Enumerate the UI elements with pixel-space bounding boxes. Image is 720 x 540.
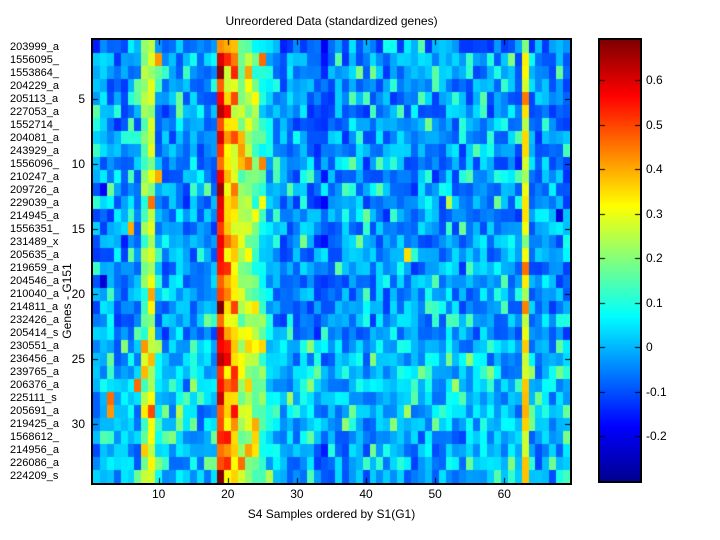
row-label: 205691_a [10, 405, 59, 418]
row-label: 239765_a [10, 366, 59, 379]
y-tick-label: 15 [71, 221, 85, 236]
x-tick-label: 40 [359, 487, 373, 501]
row-label: 214956_a [10, 444, 59, 457]
colorbar-tick-label: 0.2 [646, 251, 663, 266]
y-tick-label: 30 [71, 417, 85, 432]
row-label: 1552714_ [10, 118, 59, 131]
row-label: 1556351_ [10, 222, 59, 235]
row-label: 1556095_ [10, 53, 59, 66]
row-label: 1568612_ [10, 431, 59, 444]
row-label: 205414_s [10, 327, 59, 340]
x-tick-label: 30 [290, 487, 304, 501]
colorbar-canvas [600, 40, 640, 481]
row-label: 219659_a [10, 262, 59, 274]
row-label: 226086_a [10, 457, 59, 470]
colorbar [598, 38, 642, 483]
row-label: 205635_a [10, 248, 59, 261]
row-label: 1556096_ [10, 157, 59, 170]
colorbar-tick-label: 0.1 [646, 295, 663, 310]
y-tick-label: 20 [71, 287, 85, 302]
y-tick-label: 10 [71, 156, 85, 171]
row-label: 214945_a [10, 209, 59, 222]
row-label: 204081_a [10, 131, 59, 144]
row-label: 1553864_ [10, 66, 59, 79]
x-axis-label: S4 Samples ordered by S1(G1) [247, 507, 416, 521]
colorbar-tick-label: 0.6 [646, 73, 663, 88]
heatmap-axes [91, 38, 572, 485]
row-label: 231489_x [10, 235, 59, 248]
row-label: 210040_a [10, 288, 59, 301]
row-label: 236456_a [10, 353, 59, 366]
colorbar-tick-label: -0.1 [646, 384, 667, 399]
colorbar-tick-label: -0.2 [646, 429, 667, 444]
x-tick-label: 10 [151, 487, 166, 501]
row-label: 229039_a [10, 196, 59, 209]
row-label: 225111_s [10, 392, 57, 405]
row-label: 219425_a [10, 418, 59, 431]
y-tick-label: 5 [78, 91, 85, 106]
row-label: 227053_a [10, 105, 59, 118]
chart-title: Unreordered Data (standardized genes) [225, 14, 438, 28]
colorbar-tick-label: 0.5 [646, 117, 663, 132]
row-label: 204546_a [10, 275, 59, 288]
row-label: 210247_a [10, 170, 59, 183]
row-label: 232426_a [10, 314, 59, 327]
row-label: 204229_a [10, 79, 59, 92]
y-tick-label: 25 [71, 352, 85, 367]
row-label: 205113_a [10, 92, 59, 105]
heatmap-canvas [93, 40, 570, 483]
row-label: 224209_s [10, 470, 59, 483]
row-label: 206376_a [10, 379, 59, 392]
row-label: 243929_a [10, 144, 59, 157]
colorbar-tick-label: 0 [646, 340, 653, 355]
x-tick-label: 50 [428, 487, 442, 501]
row-label: 209726_a [10, 183, 59, 196]
row-label: 230551_a [10, 340, 59, 353]
row-label: 214811_a [10, 301, 59, 314]
row-label: 203999_a [10, 40, 59, 53]
x-tick-label: 60 [497, 487, 511, 501]
colorbar-tick-label: 0.4 [646, 162, 663, 177]
colorbar-tick-label: 0.3 [646, 206, 663, 221]
x-tick-label: 20 [221, 487, 235, 501]
